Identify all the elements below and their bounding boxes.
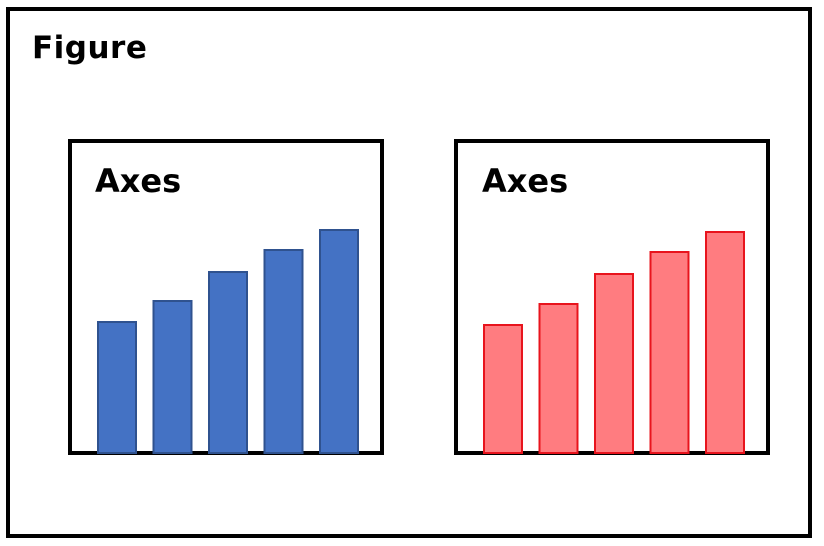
bar-left-1 — [97, 321, 137, 454]
bar-left-2 — [152, 300, 193, 454]
bar-right-4 — [649, 251, 690, 454]
bar-right-1 — [483, 324, 523, 454]
bar-left-4 — [263, 249, 304, 454]
bar-left-3 — [208, 271, 248, 454]
bar-right-3 — [594, 273, 634, 454]
axes-box-right: Axes — [454, 139, 770, 455]
bar-right-5 — [705, 231, 745, 454]
axes-title-left: Axes — [95, 162, 182, 200]
bar-left-5 — [319, 229, 359, 454]
bar-group-right — [483, 231, 745, 454]
figure-frame: Figure Axes Axes — [6, 7, 812, 538]
bar-right-2 — [538, 303, 579, 454]
bar-group-left — [97, 229, 359, 454]
axes-box-left: Axes — [68, 139, 384, 455]
figure-title: Figure — [32, 30, 148, 66]
axes-title-right: Axes — [482, 162, 569, 200]
